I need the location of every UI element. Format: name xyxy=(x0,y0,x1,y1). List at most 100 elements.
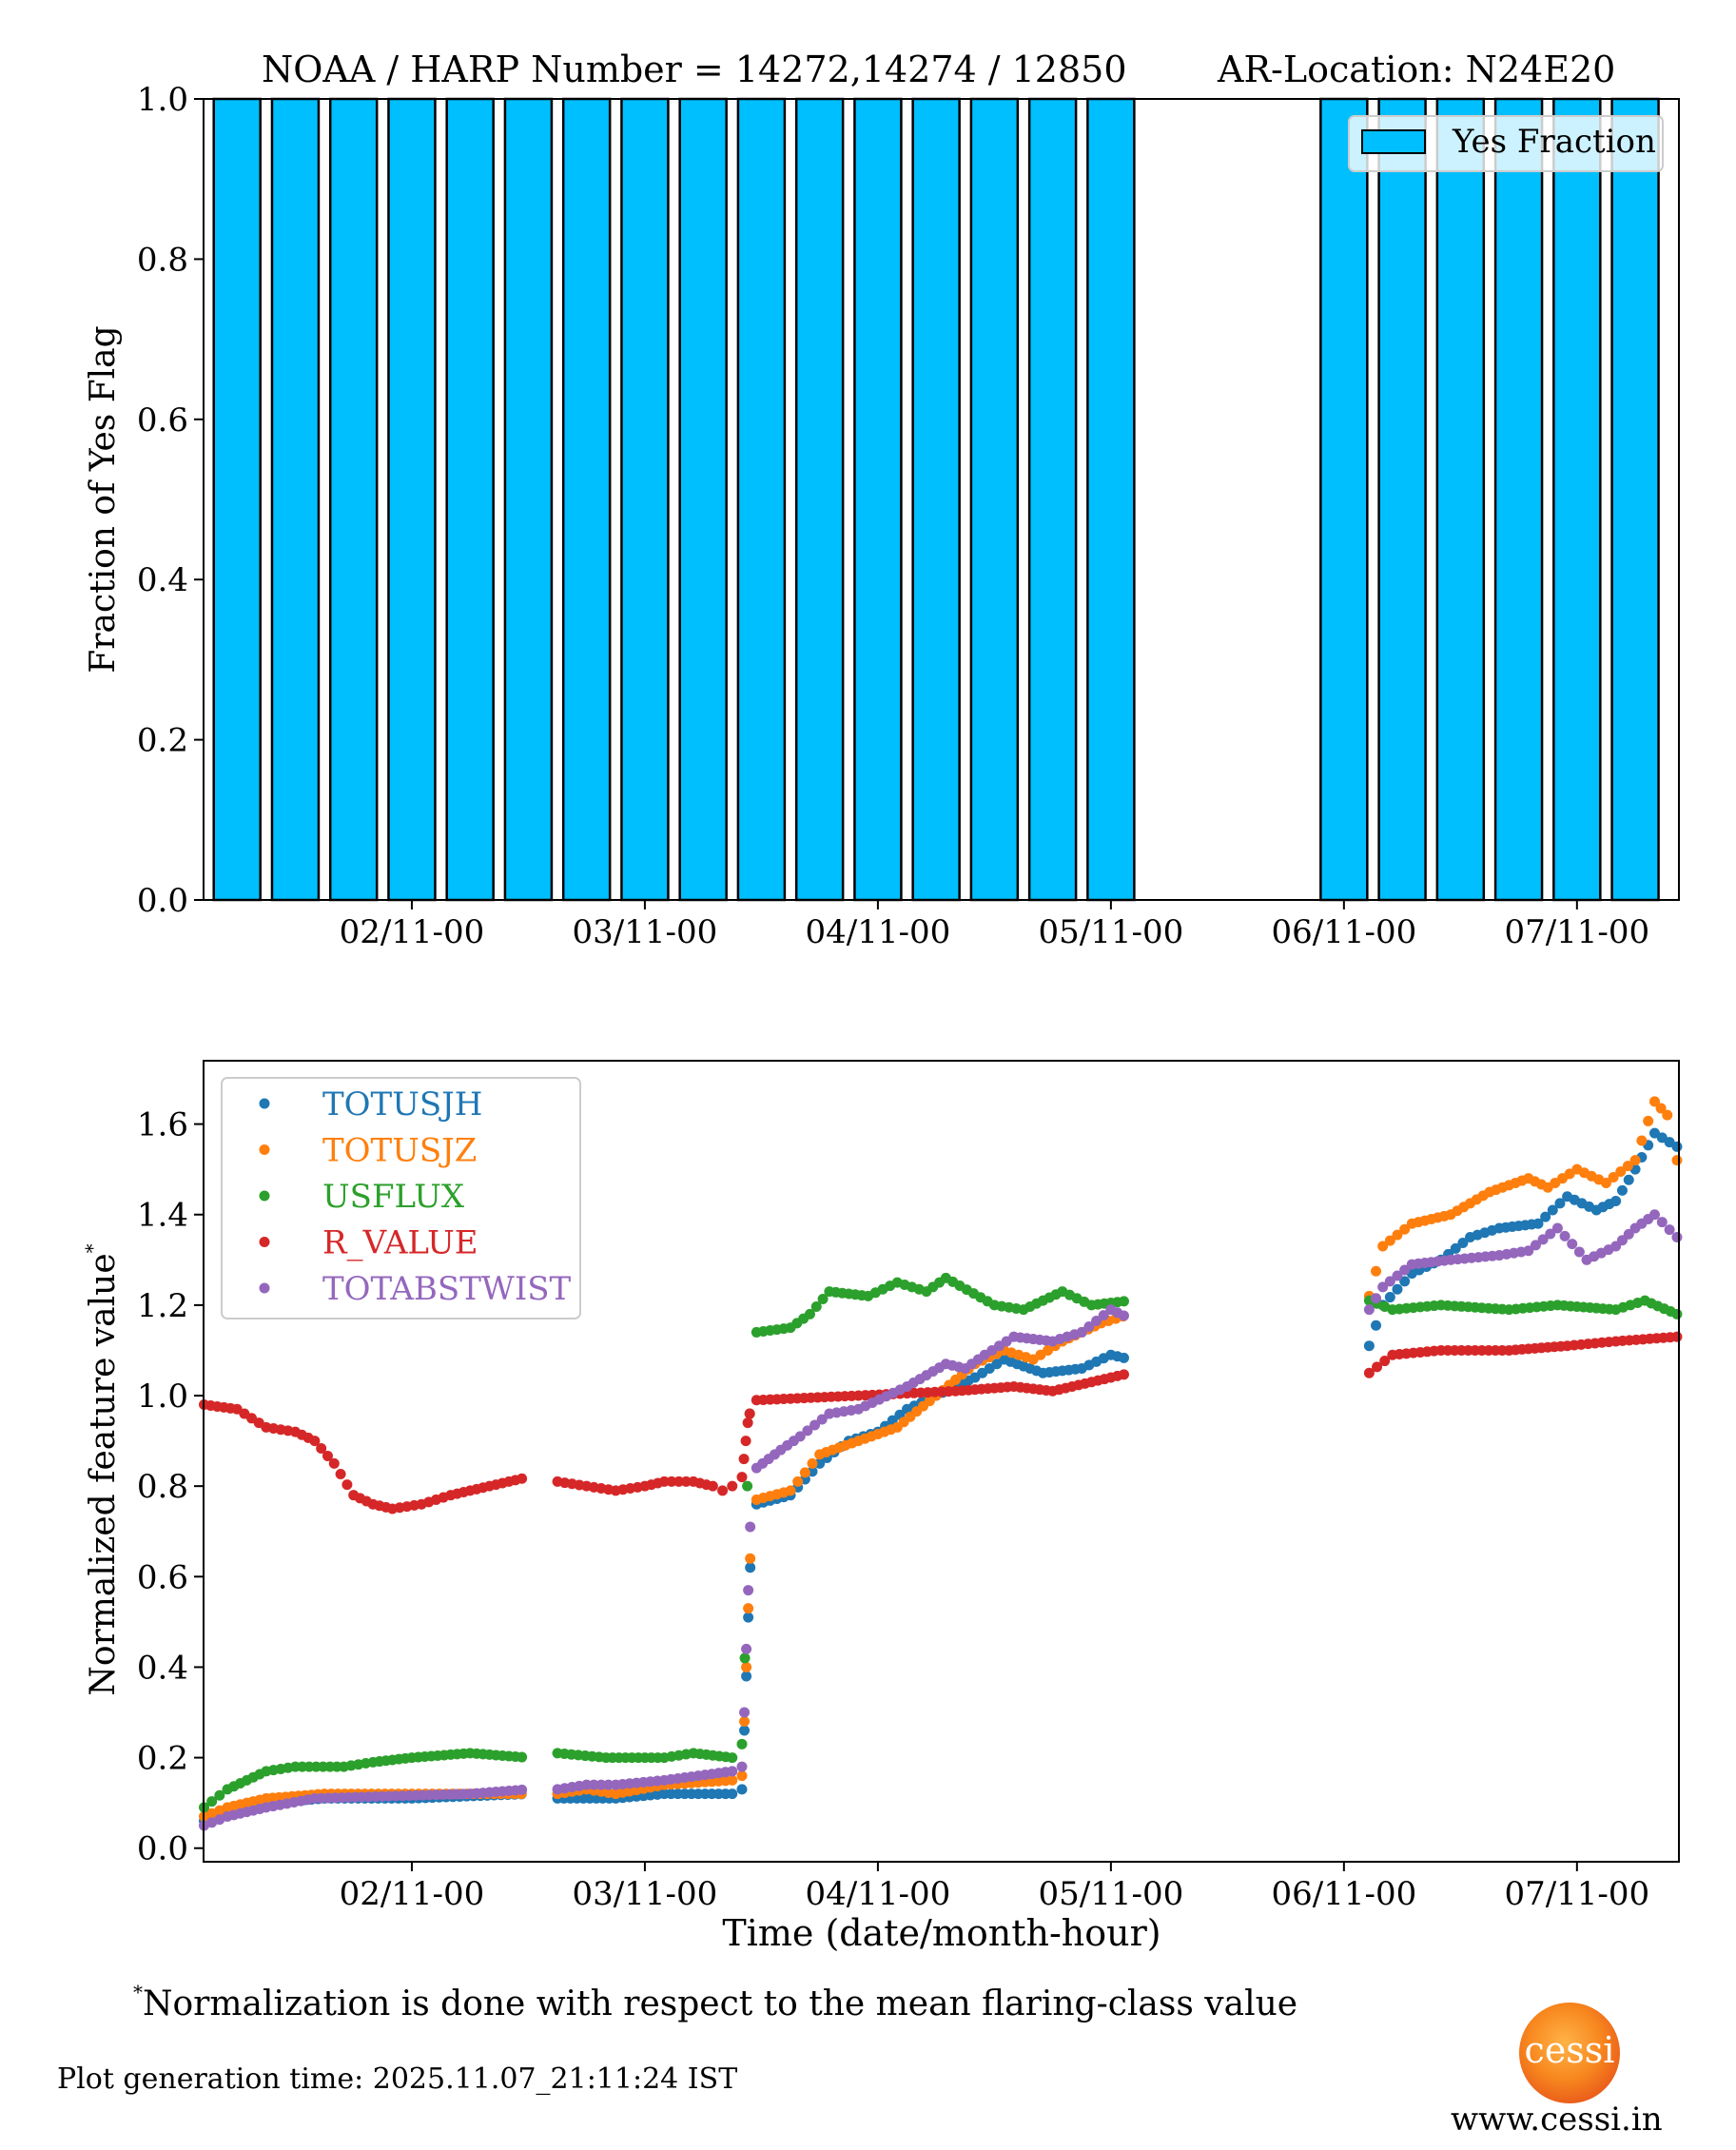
bar-1 xyxy=(270,97,321,902)
bar-20 xyxy=(1552,97,1602,902)
data-point xyxy=(1118,1296,1129,1307)
data-point xyxy=(736,1784,748,1795)
data-point xyxy=(1622,1161,1633,1172)
data-point xyxy=(1450,1242,1461,1254)
data-point xyxy=(1629,1155,1641,1166)
data-point xyxy=(1664,1224,1675,1236)
data-point xyxy=(739,1707,751,1718)
y-tick-label: 0.4 xyxy=(137,561,188,599)
data-point xyxy=(804,1308,815,1319)
data-point xyxy=(743,1612,754,1623)
bar-13 xyxy=(969,97,1020,902)
data-point xyxy=(739,1725,751,1736)
x-tick-label: 03/11-00 xyxy=(573,1875,718,1913)
x-tick-label: 05/11-00 xyxy=(1039,913,1184,951)
data-point xyxy=(1610,1195,1622,1206)
x-tick-label: 07/11-00 xyxy=(1504,1875,1649,1913)
data-point xyxy=(1457,1237,1469,1248)
data-point xyxy=(1671,1141,1683,1152)
data-point xyxy=(1615,1166,1627,1178)
data-point xyxy=(745,1521,756,1533)
data-point xyxy=(741,1671,752,1682)
y-tick-label: 0.8 xyxy=(137,1468,188,1506)
data-point xyxy=(1392,1283,1403,1295)
y-tick-label: 1.0 xyxy=(137,1378,188,1416)
ar-location: AR-Location: N24E20 xyxy=(1217,49,1615,90)
bar-21 xyxy=(1610,97,1660,902)
y-tick-label: 1.4 xyxy=(137,1197,188,1235)
y-tick-label: 0.8 xyxy=(137,241,188,279)
data-point xyxy=(1540,1211,1551,1222)
data-point xyxy=(1384,1235,1395,1246)
data-point xyxy=(341,1479,353,1491)
data-point xyxy=(1671,1155,1683,1166)
legend-marker-usflux xyxy=(259,1190,270,1202)
data-point xyxy=(517,1784,528,1795)
data-point xyxy=(658,1476,670,1487)
legend-marker-totabstwist xyxy=(259,1282,270,1294)
series-totabstwist xyxy=(199,1209,1683,1831)
data-point xyxy=(727,1752,738,1764)
data-point xyxy=(1377,1241,1389,1252)
data-point xyxy=(1363,1367,1375,1378)
data-point xyxy=(736,1761,748,1772)
legend-marker-r_value xyxy=(259,1237,270,1247)
x-tick-label: 06/11-00 xyxy=(1271,1875,1416,1913)
data-point xyxy=(739,1652,751,1664)
footnote-asterisk: * xyxy=(133,1981,143,2003)
logo-text: cessi xyxy=(1524,2029,1615,2071)
data-point xyxy=(727,1788,738,1800)
bar-12 xyxy=(911,97,961,902)
x-tick-label: 07/11-00 xyxy=(1504,913,1649,951)
series-r_value xyxy=(199,1331,1683,1515)
legend-swatch xyxy=(1361,129,1426,154)
bar-14 xyxy=(1027,97,1078,902)
bar-9 xyxy=(736,97,787,902)
y-tick-label: 0.0 xyxy=(137,1830,188,1868)
data-point xyxy=(736,1472,748,1483)
data-point xyxy=(1371,1265,1382,1277)
data-point xyxy=(214,1789,225,1801)
data-point xyxy=(745,1562,756,1573)
data-point xyxy=(1600,1177,1611,1188)
data-point xyxy=(1118,1369,1129,1380)
data-point xyxy=(743,1603,754,1614)
data-point xyxy=(1091,1316,1102,1327)
data-point xyxy=(1076,1326,1087,1338)
bar-17 xyxy=(1377,97,1427,902)
bar-7 xyxy=(620,97,670,902)
data-point xyxy=(741,1643,752,1654)
bar-16 xyxy=(1319,97,1369,902)
website-link[interactable]: www.cessi.in xyxy=(1451,2101,1663,2139)
data-point xyxy=(814,1457,826,1469)
data-point xyxy=(785,1485,796,1496)
data-point xyxy=(743,1585,754,1596)
data-point xyxy=(707,1480,718,1492)
data-point xyxy=(745,1553,756,1564)
y-tick-label: 0.2 xyxy=(137,722,188,760)
data-point xyxy=(1545,1228,1556,1240)
data-point xyxy=(1523,1245,1534,1257)
data-point xyxy=(744,1408,755,1419)
chart-title: NOAA / HARP Number = 14272,14274 / 12850 xyxy=(262,49,1127,90)
legend-label-usflux: USFLUX xyxy=(322,1178,465,1216)
data-point xyxy=(517,1751,528,1763)
legend-label: Yes Fraction xyxy=(1452,123,1656,161)
data-point xyxy=(322,1450,333,1461)
plot-generation-time: Plot generation time: 2025.11.07_21:11:2… xyxy=(57,2062,738,2096)
x-tick-label: 04/11-00 xyxy=(806,1875,951,1913)
data-point xyxy=(680,1476,692,1487)
data-point xyxy=(1098,1310,1109,1321)
legend-marker-totusjz xyxy=(259,1144,270,1155)
data-point xyxy=(727,1774,738,1786)
data-point xyxy=(206,1796,218,1808)
data-point xyxy=(736,1770,748,1782)
data-point xyxy=(1118,1310,1129,1321)
series-points xyxy=(199,1096,1683,1831)
data-point xyxy=(1559,1230,1570,1241)
data-point xyxy=(816,1414,828,1425)
data-point xyxy=(810,1300,822,1312)
data-point xyxy=(741,1661,752,1672)
data-point xyxy=(1567,1239,1578,1250)
data-point xyxy=(1379,1356,1391,1367)
